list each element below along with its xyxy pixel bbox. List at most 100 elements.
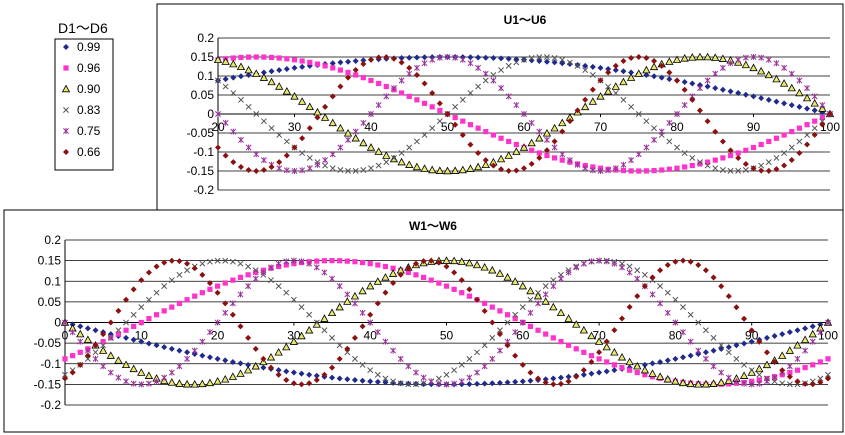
data-point <box>719 138 726 145</box>
data-point <box>771 332 778 339</box>
y-tick-label: 0.2 <box>44 233 61 247</box>
data-point <box>161 374 168 381</box>
data-point <box>626 269 633 276</box>
data-point <box>712 165 719 172</box>
data-point <box>421 80 428 87</box>
data-point <box>260 157 267 164</box>
data-point <box>490 72 497 78</box>
data-point <box>611 362 617 368</box>
data-point <box>809 338 816 345</box>
data-point <box>602 342 611 351</box>
data-point <box>535 375 542 382</box>
data-point <box>406 93 412 99</box>
data-point <box>77 338 84 345</box>
data-point <box>130 336 137 343</box>
data-point <box>199 338 206 345</box>
data-point <box>733 342 740 349</box>
data-point <box>611 260 618 267</box>
data-point <box>176 258 183 265</box>
data-point <box>666 119 673 126</box>
data-point <box>513 59 520 66</box>
data-point <box>329 374 336 381</box>
data-point <box>619 77 628 86</box>
data-point <box>786 381 793 388</box>
chart-w-plot: 0.20.150.10.050-0.05-0.1-0.15-0.20 10 20 30… <box>34 233 839 412</box>
data-point <box>804 122 810 128</box>
data-point <box>237 136 244 143</box>
data-point <box>359 309 366 316</box>
data-point <box>506 138 512 145</box>
data-point <box>620 96 627 103</box>
data-point <box>382 338 389 345</box>
chart-w: W1～W6 0.20.150.10.050-0.05-0.1-0.15-0.20… <box>3 209 844 433</box>
data-point <box>199 260 206 267</box>
data-point <box>153 342 160 349</box>
data-point <box>153 312 160 318</box>
data-point <box>383 54 390 61</box>
data-point <box>229 311 236 318</box>
data-point <box>490 162 497 169</box>
data-point <box>436 54 443 61</box>
data-point <box>819 102 826 109</box>
data-point <box>719 167 726 173</box>
data-point <box>556 308 566 317</box>
data-point <box>276 132 283 138</box>
data-point <box>474 369 480 376</box>
data-point <box>521 165 527 172</box>
data-point <box>230 159 237 166</box>
data-point <box>526 286 535 295</box>
data-point <box>786 373 793 380</box>
data-point <box>788 70 795 77</box>
data-point <box>168 277 175 284</box>
data-point <box>574 161 581 168</box>
data-point <box>449 256 459 265</box>
data-point <box>84 355 91 362</box>
data-point <box>582 165 589 172</box>
legend-label: 0.75 <box>77 124 101 138</box>
data-point <box>566 61 573 68</box>
data-point <box>70 353 76 359</box>
data-point <box>619 365 625 371</box>
data-point <box>582 62 589 69</box>
data-point <box>123 327 129 333</box>
data-point <box>528 55 535 61</box>
data-point <box>268 364 275 371</box>
data-point <box>313 264 320 271</box>
data-point <box>557 374 564 381</box>
data-point <box>741 315 748 322</box>
data-point <box>184 297 190 303</box>
data-point <box>321 327 328 334</box>
data-point <box>711 53 720 61</box>
data-point <box>779 380 786 387</box>
data-point <box>634 69 643 77</box>
data-point <box>664 289 671 296</box>
x-tick-label: 20 <box>211 329 225 343</box>
data-point <box>643 118 650 125</box>
data-point <box>214 319 221 326</box>
data-point <box>588 358 595 365</box>
data-point <box>674 144 680 151</box>
data-point <box>605 167 612 174</box>
legend-entry: 0.90 <box>61 82 101 96</box>
data-point <box>345 58 352 65</box>
data-point <box>100 342 107 349</box>
data-point <box>573 373 580 380</box>
data-point <box>589 86 596 93</box>
x-tick-label: 0 <box>62 329 69 343</box>
data-point <box>635 54 642 61</box>
y-tick-label: 0.15 <box>38 254 62 268</box>
data-point <box>412 260 419 267</box>
data-point <box>298 381 305 388</box>
data-point <box>696 159 703 166</box>
data-point <box>374 147 383 155</box>
data-point <box>329 364 336 371</box>
data-point <box>581 102 590 111</box>
data-point <box>321 258 328 264</box>
data-point <box>337 144 344 151</box>
data-point <box>329 275 336 282</box>
data-point <box>405 381 412 388</box>
data-point <box>345 167 352 174</box>
data-point <box>543 147 550 154</box>
data-point <box>405 269 411 276</box>
data-point <box>643 144 650 151</box>
